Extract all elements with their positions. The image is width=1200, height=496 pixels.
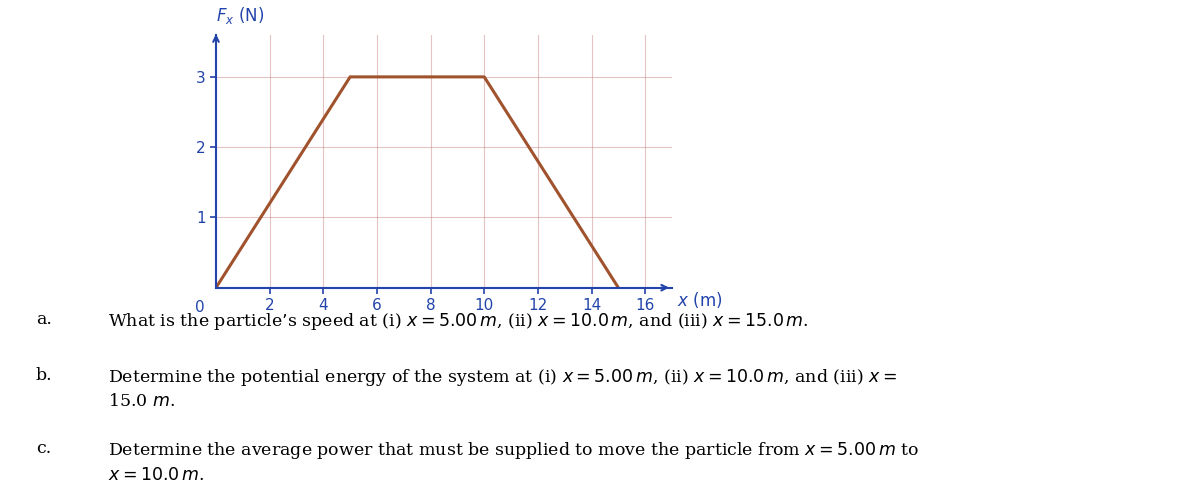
Text: $F_x$ (N): $F_x$ (N) — [216, 5, 264, 26]
Text: c.: c. — [36, 440, 52, 457]
Text: Determine the potential energy of the system at (i) $x = 5.00\,m$, (ii) $x = 10.: Determine the potential energy of the sy… — [108, 367, 896, 387]
Text: Determine the average power that must be supplied to move the particle from $x =: Determine the average power that must be… — [108, 440, 919, 461]
Text: a.: a. — [36, 310, 52, 328]
Text: What is the particle’s speed at (i) $x = 5.00\,m$, (ii) $x = 10.0\,m$, and (iii): What is the particle’s speed at (i) $x =… — [108, 310, 809, 332]
Text: 0: 0 — [196, 301, 205, 315]
Text: b.: b. — [36, 367, 53, 383]
Text: $x$ (m): $x$ (m) — [677, 290, 722, 310]
Text: 15.0 $m$.: 15.0 $m$. — [108, 393, 175, 410]
Text: $x = 10.0\,m$.: $x = 10.0\,m$. — [108, 467, 204, 484]
